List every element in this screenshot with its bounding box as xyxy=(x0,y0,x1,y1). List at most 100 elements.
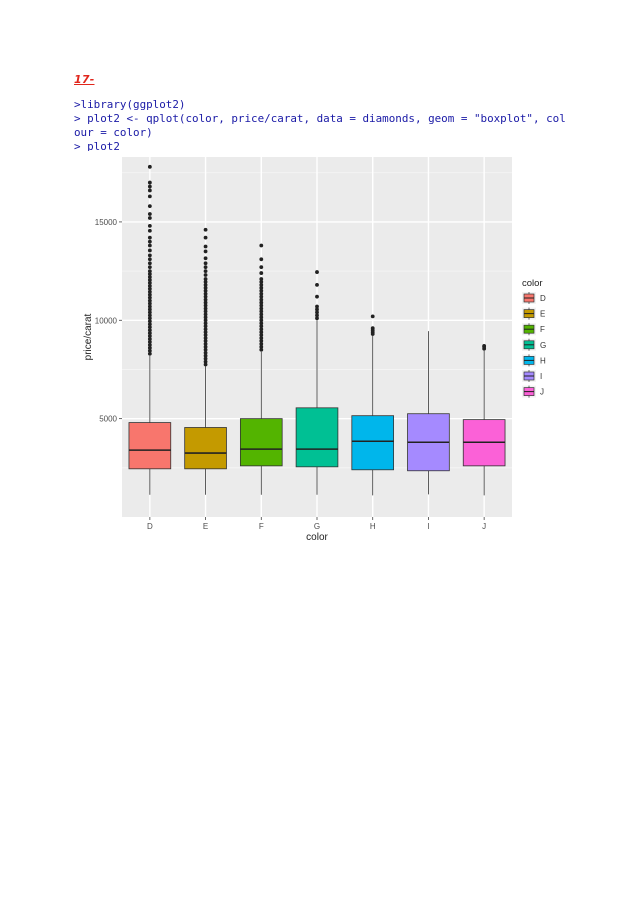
outlier-point xyxy=(259,330,264,334)
x-axis-title: color xyxy=(306,532,328,543)
outlier-point xyxy=(147,348,152,353)
box-D xyxy=(128,164,172,495)
outlier-point xyxy=(203,273,208,277)
outlier-point xyxy=(147,261,152,266)
y-tick-label: 5000 xyxy=(99,415,117,424)
outlier-point xyxy=(147,310,152,315)
box-H xyxy=(351,314,395,496)
outlier-point xyxy=(147,351,152,356)
outlier-point xyxy=(147,248,152,253)
box-F xyxy=(239,243,283,495)
outlier-point xyxy=(147,204,152,209)
outlier-point xyxy=(203,227,208,232)
outlier-point xyxy=(147,307,152,312)
outlier-point xyxy=(147,316,152,321)
outlier-point xyxy=(147,325,152,330)
outlier-point xyxy=(203,344,208,349)
outlier-point xyxy=(147,235,152,240)
outlier-point xyxy=(203,282,208,287)
outlier-point xyxy=(203,235,208,240)
x-tick-label: H xyxy=(370,522,376,531)
outlier-point xyxy=(147,180,152,185)
outlier-point xyxy=(147,243,152,248)
box-body xyxy=(184,427,227,470)
outlier-point xyxy=(203,353,208,358)
x-tick-label: E xyxy=(203,522,208,531)
outlier-point xyxy=(203,327,208,332)
outlier-point xyxy=(315,310,319,315)
box-J xyxy=(462,343,506,496)
outlier-point xyxy=(259,291,264,296)
outlier-point xyxy=(147,265,152,270)
outlier-point xyxy=(147,275,152,279)
outlier-point xyxy=(203,288,208,293)
outlier-point xyxy=(203,350,208,355)
legend-label: F xyxy=(540,325,545,334)
legend-item-G: G xyxy=(522,338,546,351)
outlier-point xyxy=(147,283,152,288)
legend-item-I: I xyxy=(522,370,542,382)
code-line: > plot2 <- qplot(color, price/carat, dat… xyxy=(74,112,566,125)
outlier-point xyxy=(203,256,208,261)
box-G xyxy=(295,270,339,495)
outlier-point xyxy=(315,270,319,274)
legend-label: G xyxy=(540,341,546,350)
legend-label: J xyxy=(540,388,544,397)
outlier-point xyxy=(259,282,264,287)
outlier-point xyxy=(203,359,208,364)
x-tick-label: D xyxy=(147,522,153,531)
legend-label: H xyxy=(540,356,546,365)
outlier-point xyxy=(259,321,264,326)
outlier-point xyxy=(147,286,152,291)
outlier-point xyxy=(203,285,208,290)
outlier-point xyxy=(147,216,152,220)
outlier-point xyxy=(259,306,264,311)
outlier-point xyxy=(259,303,264,308)
outlier-point xyxy=(203,356,208,361)
outlier-point xyxy=(259,336,264,340)
r-code-block: >library(ggplot2) > plot2 <- qplot(color… xyxy=(74,98,566,154)
outlier-point xyxy=(315,282,319,287)
legend-item-F: F xyxy=(522,323,545,336)
outlier-point xyxy=(147,272,152,276)
outlier-point xyxy=(147,337,152,341)
outlier-point xyxy=(203,244,208,249)
outlier-point xyxy=(147,269,152,273)
outlier-point xyxy=(147,239,152,244)
outlier-point xyxy=(203,324,208,329)
outlier-point xyxy=(147,334,152,338)
x-axis: D E F G H I J xyxy=(147,517,486,531)
outlier-point xyxy=(147,301,152,306)
outlier-point xyxy=(203,306,208,311)
x-tick-label: J xyxy=(482,522,486,531)
outlier-point xyxy=(147,253,152,258)
outlier-point xyxy=(147,278,152,282)
box-body xyxy=(239,418,283,467)
outlier-point xyxy=(147,281,152,285)
outlier-point xyxy=(203,265,208,270)
y-axis: 5000 10000 15000 xyxy=(95,218,122,424)
y-tick-label: 10000 xyxy=(95,316,118,325)
legend-item-E: E xyxy=(522,307,545,320)
outlier-point xyxy=(315,294,319,299)
outlier-point xyxy=(147,228,152,233)
box-I xyxy=(407,331,450,495)
outlier-point xyxy=(259,297,264,302)
outlier-point xyxy=(203,318,208,323)
outlier-point xyxy=(259,257,264,262)
code-line: our = color) xyxy=(74,126,153,139)
x-tick-label: G xyxy=(314,522,320,531)
outlier-point xyxy=(259,347,264,352)
outlier-point xyxy=(147,194,152,199)
outlier-point xyxy=(147,292,152,297)
outlier-point xyxy=(203,312,208,317)
outlier-point xyxy=(147,304,152,309)
outlier-point xyxy=(203,277,208,281)
outlier-point xyxy=(147,342,152,347)
outlier-point xyxy=(147,298,152,303)
outlier-point xyxy=(147,313,152,318)
outlier-point xyxy=(203,300,208,305)
